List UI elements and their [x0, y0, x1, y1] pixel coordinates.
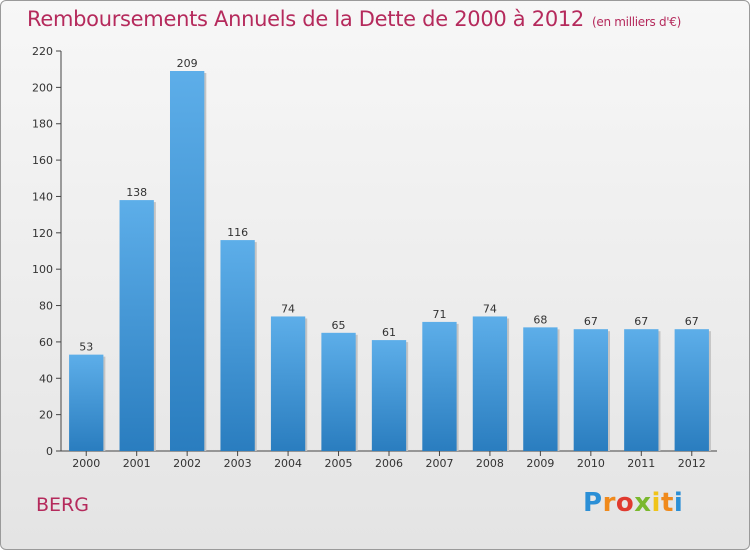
x-tick-label: 2001 — [123, 457, 151, 470]
x-tick-label: 2004 — [274, 457, 302, 470]
bar-2006[interactable] — [371, 340, 407, 451]
x-tick-label: 2006 — [375, 457, 403, 470]
y-tick-label: 20 — [39, 409, 53, 422]
bar-value-label: 67 — [685, 315, 699, 328]
bar-value-label: 65 — [332, 319, 346, 332]
chart-title-text: Remboursements Annuels de la Dette de 20… — [27, 7, 584, 31]
chart-title: Remboursements Annuels de la Dette de 20… — [27, 7, 681, 31]
chart-axes: 0 20 40 60 80 100 120 140 160 180 200 220 2000 2001 20… — [32, 45, 717, 470]
y-tick-label: 180 — [32, 118, 53, 131]
x-tick-label: 2009 — [526, 457, 554, 470]
bar-2012[interactable] — [674, 329, 709, 451]
bar-value-label: 138 — [126, 186, 147, 199]
x-tick-label: 2012 — [678, 457, 706, 470]
x-tick-label: 2011 — [627, 457, 655, 470]
x-tick-label: 2000 — [72, 457, 100, 470]
bar-value-label: 74 — [281, 302, 295, 315]
bar-value-label: 61 — [382, 326, 396, 339]
chart-bars: 53 138 209 116 74 65 61 71 74 68 67 67 67 — [69, 57, 711, 451]
bar-2008[interactable] — [472, 316, 508, 451]
bar-2003[interactable] — [220, 240, 255, 451]
bar-value-label: 209 — [177, 57, 198, 70]
bar-2010[interactable] — [573, 329, 609, 451]
bar-2009[interactable] — [523, 327, 558, 451]
proxiti-logo[interactable]: Proxiti — [583, 488, 684, 518]
y-tick-label: 140 — [32, 190, 53, 203]
y-tick-label: 40 — [39, 372, 53, 385]
y-tick-label: 220 — [32, 45, 53, 58]
bar-2007[interactable] — [422, 321, 457, 451]
bar-2000[interactable] — [69, 354, 104, 451]
x-tick-label: 2010 — [577, 457, 605, 470]
y-tick-label: 120 — [32, 227, 53, 240]
y-tick-label: 0 — [46, 445, 53, 458]
x-tick-label: 2003 — [224, 457, 252, 470]
chart-subtitle: (en milliers d'€) — [592, 15, 682, 29]
bar-value-label: 53 — [79, 341, 93, 354]
bar-value-label: 74 — [483, 302, 497, 315]
bar-2001[interactable] — [119, 200, 154, 451]
x-tick-label: 2005 — [325, 457, 353, 470]
bar-2005[interactable] — [321, 332, 356, 451]
y-tick-label: 160 — [32, 154, 53, 167]
y-tick-label: 60 — [39, 336, 53, 349]
x-tick-label: 2007 — [425, 457, 453, 470]
bar-value-label: 71 — [432, 308, 446, 321]
commune-name: BERG — [36, 494, 89, 516]
bar-value-label: 68 — [533, 313, 547, 326]
y-tick-label: 200 — [32, 81, 53, 94]
x-tick-label: 2002 — [173, 457, 201, 470]
bar-2002[interactable] — [169, 71, 205, 451]
bar-value-label: 67 — [584, 315, 598, 328]
bar-2011[interactable] — [624, 329, 659, 451]
x-tick-label: 2008 — [476, 457, 504, 470]
y-tick-label: 100 — [32, 263, 53, 276]
bar-value-label: 67 — [634, 315, 648, 328]
y-tick-label: 80 — [39, 300, 53, 313]
bar-2004[interactable] — [270, 316, 306, 451]
bar-value-label: 116 — [227, 226, 248, 239]
